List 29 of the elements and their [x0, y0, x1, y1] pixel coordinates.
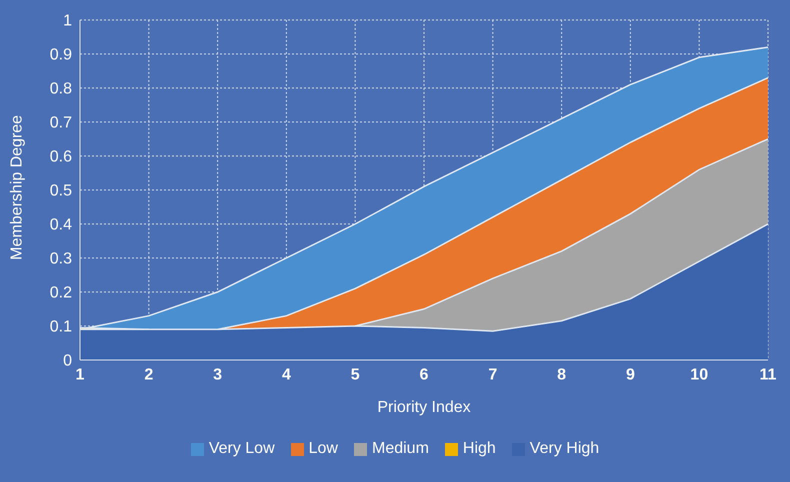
legend-label: High	[462, 440, 496, 458]
y-tick-label: 0.7	[50, 114, 72, 132]
y-tick-label: 1	[63, 12, 72, 30]
y-tick-label: 0.5	[50, 182, 72, 200]
x-axis-title: Priority Index	[377, 399, 471, 416]
x-tick-label: 3	[213, 366, 222, 384]
x-tick-label: 2	[144, 366, 154, 384]
y-tick-label: 0.2	[50, 284, 72, 302]
y-tick-label: 0.1	[50, 318, 72, 336]
y-tick-label: 0.8	[50, 80, 72, 98]
legend-label: Medium	[372, 440, 429, 458]
y-tick-label: 0.3	[50, 250, 72, 268]
y-tick-label: 0	[63, 352, 72, 370]
y-tick-label: 0.9	[50, 46, 72, 64]
y-tick-label: 0.4	[50, 216, 72, 234]
x-tick-label: 1	[76, 366, 85, 384]
legend-label: Very High	[530, 440, 600, 458]
x-tick-label: 4	[282, 366, 291, 384]
legend-label: Low	[308, 440, 338, 458]
y-tick-label: 0.6	[50, 148, 72, 166]
x-tick-label: 9	[626, 366, 635, 384]
x-tick-label: 10	[690, 366, 708, 384]
y-axis-title: Membership Degree	[8, 114, 26, 260]
x-tick-label: 6	[420, 366, 429, 384]
x-tick-label: 7	[488, 366, 498, 384]
x-tick-label: 11	[760, 366, 777, 384]
x-tick-label: 8	[557, 366, 566, 384]
x-tick-label: 5	[350, 366, 360, 384]
legend-label: Very Low	[208, 440, 275, 458]
